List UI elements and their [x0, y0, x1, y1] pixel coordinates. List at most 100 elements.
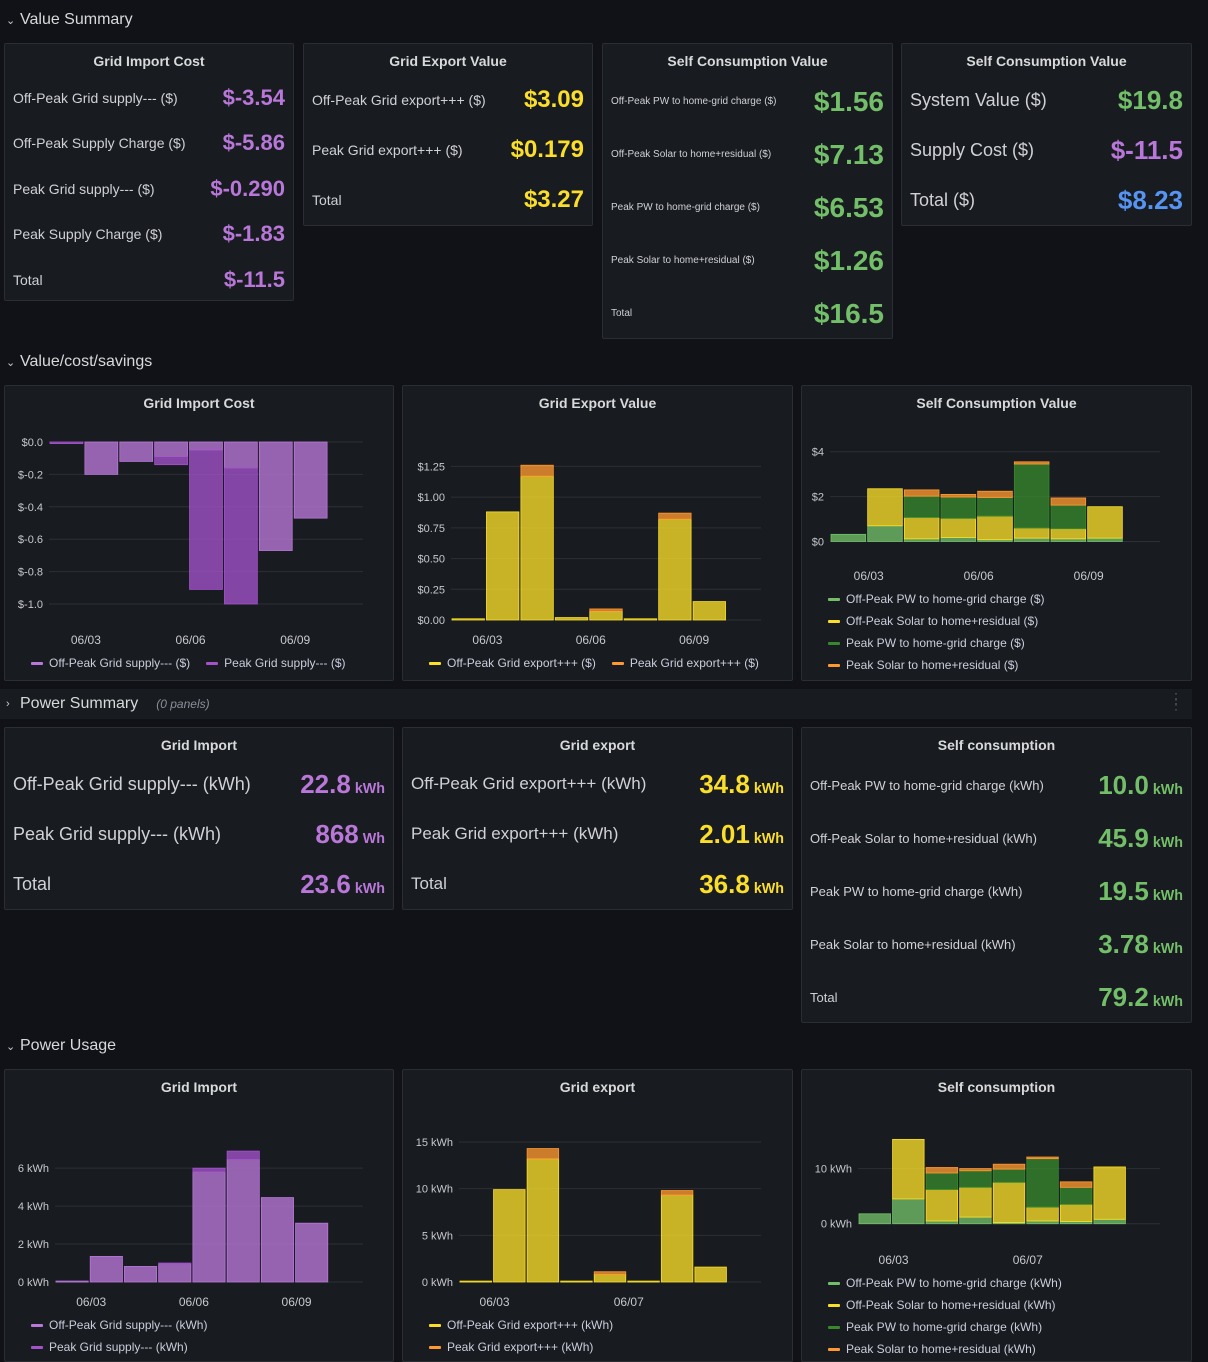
- legend-item[interactable]: Peak PW to home-grid charge ($): [828, 632, 1045, 654]
- stat-value: $1.26: [813, 244, 884, 276]
- bar: [992, 1163, 1026, 1170]
- legend-item[interactable]: Peak Grid export+++ ($): [611, 656, 759, 670]
- stat-row: Off-Peak Grid export+++ ($) $3.09: [312, 75, 584, 125]
- bar: [554, 617, 589, 621]
- chart-legend: Off-Peak PW to home-grid charge (kWh) Off…: [828, 1272, 1062, 1360]
- legend-item[interactable]: Off-Peak PW to home-grid charge ($): [828, 588, 1045, 610]
- legend-label: Peak PW to home-grid charge (kWh): [846, 1320, 1043, 1334]
- stat-value: $8.23: [1117, 184, 1183, 215]
- row-power-summary[interactable]: › Power Summary (0 panels) ⋮ ⋮: [0, 689, 1192, 719]
- panel-power-self[interactable]: Self consumption Off-Peak PW to home-gri…: [801, 727, 1192, 1023]
- legend-item[interactable]: Off-Peak Grid export+++ (kWh): [429, 1314, 613, 1336]
- bar: [1013, 463, 1050, 529]
- panel-value-system[interactable]: Self Consumption Value System Value ($) $…: [901, 43, 1192, 226]
- bar: [589, 608, 623, 612]
- x-tick-label: 06/03: [879, 1253, 909, 1267]
- stat-value: $-11.5: [223, 266, 285, 292]
- stat-label: Supply Cost ($): [910, 139, 1035, 160]
- x-tick-label: 06/09: [679, 633, 709, 647]
- legend-item[interactable]: Off-Peak Grid supply--- ($): [31, 656, 190, 670]
- legend-item[interactable]: Peak Solar to home+residual (kWh): [828, 1338, 1062, 1360]
- panel-chart-grid-import[interactable]: Grid Import 0 kWh 2 kWh 4 kWh 6 kWh 06/03 06/…: [4, 1069, 394, 1362]
- stat-value: 3.78 kWh: [1098, 929, 1183, 959]
- bar: [189, 441, 223, 451]
- x-tick-label: 06/06: [964, 569, 994, 583]
- legend-swatch: [828, 619, 840, 623]
- legend-item[interactable]: Peak Grid supply--- ($): [206, 656, 346, 670]
- bar: [903, 495, 940, 518]
- y-tick-label: $-1.0: [18, 599, 43, 611]
- legend-item[interactable]: Off-Peak Grid supply--- (kWh): [31, 1314, 207, 1336]
- legend-swatch: [429, 1323, 441, 1327]
- y-tick-label: 15 kWh: [416, 1137, 453, 1149]
- panel-chart-import-cost[interactable]: Grid Import Cost $0.0 $-0.2 $-0.4 $-0.6 $-0.…: [4, 385, 394, 681]
- stat-value: 19.5 kWh: [1098, 876, 1183, 906]
- stat-value: 45.9 kWh: [1098, 823, 1183, 853]
- row-value-summary[interactable]: ⌄ Value Summary: [6, 11, 133, 28]
- y-tick-label: $0.75: [417, 523, 445, 535]
- bar: [1013, 527, 1050, 539]
- bar: [925, 1167, 959, 1174]
- bar: [959, 1216, 992, 1225]
- panel-power-import[interactable]: Grid Import Off-Peak Grid supply--- (kWh…: [4, 727, 394, 910]
- panel-title: Grid Export Value: [538, 395, 657, 411]
- stat-row: Off-Peak Solar to home+residual ($) $7.13: [611, 128, 884, 181]
- bar: [892, 1138, 925, 1200]
- stat-value: $3.27: [523, 186, 584, 213]
- legend-label: Off-Peak PW to home-grid charge (kWh): [846, 1276, 1062, 1290]
- y-tick-label: 10 kWh: [815, 1164, 852, 1176]
- stat-label: Off-Peak Supply Charge ($): [13, 135, 186, 152]
- stat-label: Peak Grid supply--- (kWh): [13, 823, 222, 844]
- legend-label: Peak Grid export+++ (kWh): [447, 1340, 594, 1354]
- bar: [692, 601, 726, 621]
- stat-row: Peak Grid supply--- ($) $-0.290: [13, 166, 285, 212]
- panel-power-export[interactable]: Grid export Off-Peak Grid export+++ (kWh…: [402, 727, 793, 910]
- legend-item[interactable]: Off-Peak PW to home-grid charge (kWh): [828, 1272, 1062, 1294]
- bar: [560, 1280, 593, 1283]
- panel-title: Grid Import Cost: [143, 395, 255, 411]
- bar: [940, 517, 977, 538]
- stat-row: Total $16.5: [611, 287, 884, 340]
- stat-row: Off-Peak Grid supply--- (kWh) 22.8 kWh: [13, 759, 385, 809]
- legend-item[interactable]: Off-Peak Solar to home+residual ($): [828, 610, 1045, 632]
- panel-chart-self-consumption[interactable]: Self consumption 0 kWh 10 kWh 06/03 06/07 O…: [801, 1069, 1192, 1362]
- bar: [1087, 537, 1123, 542]
- drag-handle-icon[interactable]: ⋮ ⋮: [1169, 690, 1184, 712]
- row-value-cost[interactable]: ⌄ Value/cost/savings: [6, 353, 153, 370]
- legend-item[interactable]: Off-Peak Solar to home+residual (kWh): [828, 1294, 1062, 1316]
- legend-item[interactable]: Peak Solar to home+residual ($): [828, 654, 1045, 676]
- panel-value-import[interactable]: Grid Import Cost Off-Peak Grid supply---…: [4, 43, 294, 301]
- stat-label: Off-Peak Grid export+++ ($): [312, 92, 486, 108]
- legend-item[interactable]: Peak PW to home-grid charge (kWh): [828, 1316, 1062, 1338]
- stat-row: Peak Grid export+++ (kWh) 2.01 kWh: [411, 809, 784, 859]
- stat-unit: kWh: [1152, 941, 1183, 957]
- bar: [1026, 1158, 1059, 1208]
- panel-title: Grid Import: [160, 1079, 238, 1095]
- panel-value-self[interactable]: Self Consumption Value Off-Peak PW to ho…: [602, 43, 893, 339]
- x-tick-label: 06/09: [282, 1295, 312, 1309]
- panel-chart-self-value[interactable]: Self Consumption Value $0 $2 $4 06/03 06/06 0…: [801, 385, 1192, 681]
- legend-swatch: [828, 1281, 840, 1285]
- legend-label: Off-Peak PW to home-grid charge ($): [846, 592, 1045, 606]
- stat-row: Total $-11.5: [13, 257, 285, 303]
- panel-value-export[interactable]: Grid Export Value Off-Peak Grid export++…: [303, 43, 593, 226]
- bar: [858, 1213, 891, 1225]
- legend-swatch: [828, 597, 840, 601]
- legend-label: Peak Grid export+++ ($): [629, 656, 759, 670]
- legend-item[interactable]: Off-Peak Grid export+++ ($): [429, 656, 596, 670]
- stat-label: Off-Peak Solar to home+residual ($): [611, 149, 772, 160]
- panel-chart-grid-export[interactable]: Grid export 0 kWh 5 kWh 10 kWh 15 kWh 06/03 0…: [402, 1069, 793, 1362]
- panel-title: Self consumption: [937, 1079, 1056, 1095]
- stat-row: Peak PW to home-grid charge ($) $6.53: [611, 181, 884, 234]
- legend-item[interactable]: Peak Grid supply--- (kWh): [31, 1336, 207, 1358]
- bar: [1093, 1218, 1126, 1225]
- stat-value: $-0.290: [210, 175, 285, 201]
- x-tick-label: 06/06: [176, 633, 206, 647]
- bar: [903, 489, 940, 497]
- panel-chart-export-value[interactable]: Grid Export Value $0.00 $0.25 $0.50 $0.75 $1…: [402, 385, 793, 681]
- row-power-usage[interactable]: ⌄ Power Usage: [6, 1037, 117, 1054]
- stat-label: Off-Peak Grid supply--- ($): [13, 89, 178, 106]
- y-tick-label: 4 kWh: [18, 1201, 49, 1213]
- bar: [925, 1220, 959, 1225]
- legend-item[interactable]: Peak Grid export+++ (kWh): [429, 1336, 613, 1358]
